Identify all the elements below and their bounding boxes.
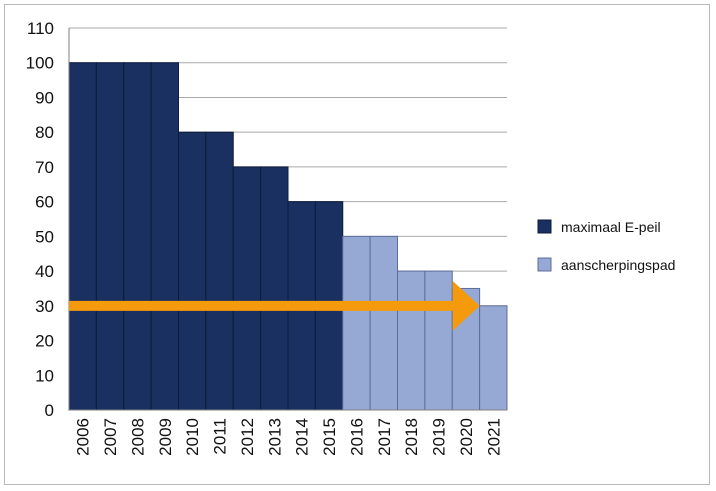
x-tick-label: 2006 (74, 418, 93, 456)
x-tick-label: 2019 (430, 418, 449, 456)
legend-label-aanscherpingspad: aanscherpingspad (561, 257, 675, 273)
bar-2006 (68, 62, 97, 411)
y-tick-labels: 0 10 20 30 40 50 60 70 80 90 100 110 (26, 19, 54, 420)
x-tick-label: 2013 (265, 418, 284, 456)
x-tick-label: 2008 (128, 418, 147, 456)
bar-2007 (95, 62, 125, 411)
x-tick-label: 2017 (375, 418, 394, 456)
x-tick-label: 2014 (293, 418, 312, 456)
bar-2018 (397, 270, 426, 411)
orange-arrow-annotation (69, 280, 480, 331)
y-tick-label: 10 (35, 366, 54, 385)
y-tick-label: 20 (35, 332, 54, 351)
y-tick-label: 90 (35, 88, 54, 107)
bar-2019 (424, 270, 453, 411)
bar-2021 (479, 305, 508, 411)
y-tick-label: 40 (35, 262, 54, 281)
y-tick-label: 100 (26, 54, 54, 73)
bars (68, 62, 508, 411)
x-tick-label: 2012 (238, 418, 257, 456)
x-tick-label: 2018 (402, 418, 421, 456)
x-tick-labels: 2006 2007 2008 2009 2010 2011 2012 2013 2014 2015… (74, 418, 504, 456)
bar-2013 (260, 166, 289, 411)
orange-arrow (69, 280, 480, 331)
x-tick-label: 2020 (457, 418, 476, 456)
y-tick-label: 50 (35, 227, 54, 246)
y-tick-label: 0 (45, 401, 54, 420)
x-tick-label: 2021 (484, 418, 503, 456)
bar-2010 (178, 131, 207, 411)
legend-swatch-aanscherpingspad (537, 257, 552, 272)
x-tick-label: 2009 (156, 418, 175, 456)
bar-2016 (342, 235, 371, 411)
bar-2008 (123, 62, 152, 411)
y-tick-label: 110 (27, 19, 54, 38)
legend-swatch-maximaal (537, 219, 552, 234)
y-tick-label: 80 (35, 123, 54, 142)
y-tick-label: 30 (35, 297, 54, 316)
axes (68, 28, 507, 411)
legend-label-maximaal: maximaal E-peil (561, 219, 661, 235)
bar-2017 (369, 235, 398, 411)
y-tick-label: 60 (35, 193, 54, 212)
x-tick-label: 2007 (101, 418, 120, 456)
x-tick-label: 2010 (183, 418, 202, 456)
legend: maximaal E-peil aanscherpingspad (537, 219, 675, 273)
bar-2009 (150, 62, 179, 411)
x-tick-label: 2011 (211, 418, 230, 455)
x-tick-label: 2015 (320, 418, 339, 456)
bar-2011 (205, 131, 234, 411)
bar-2012 (232, 166, 262, 411)
x-tick-label: 2016 (347, 418, 366, 456)
y-tick-label: 70 (35, 158, 54, 177)
